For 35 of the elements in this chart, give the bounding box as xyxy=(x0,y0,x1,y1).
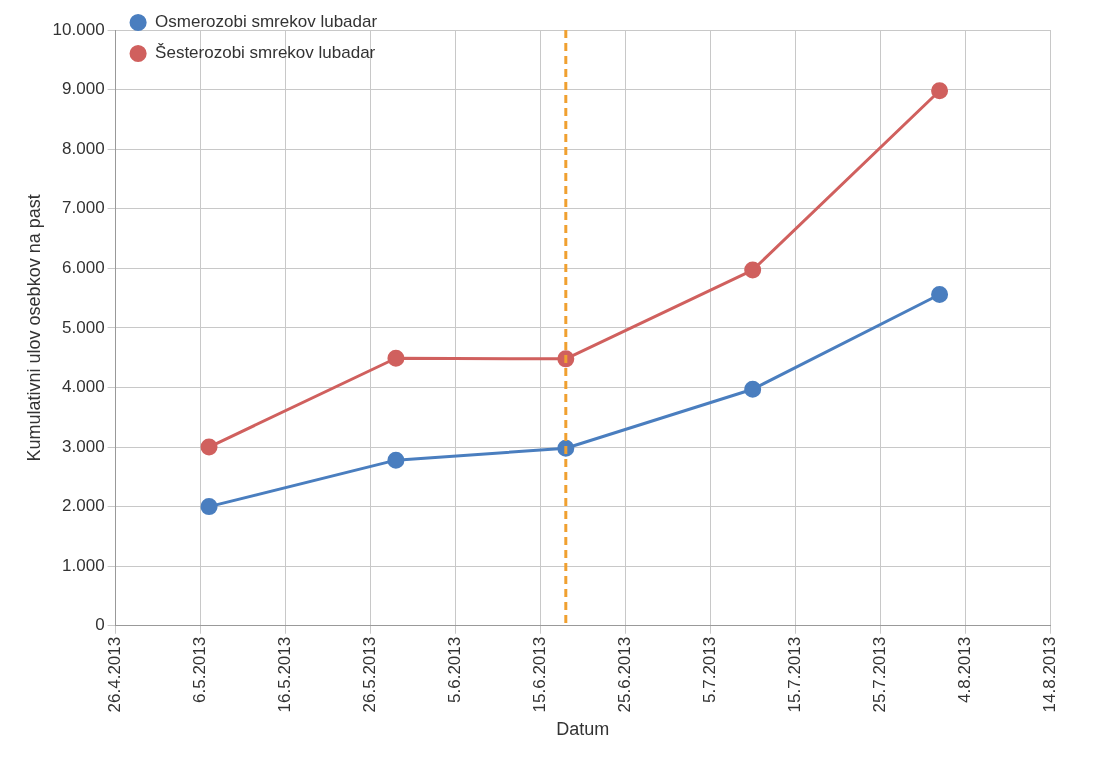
x-tick-label: 25.7.2013 xyxy=(869,636,889,713)
y-tick-label: 6.000 xyxy=(62,258,105,277)
x-axis-title: Datum xyxy=(556,719,610,740)
x-tick-label: 15.6.2013 xyxy=(530,636,550,713)
legend-label: Šesterozobi smrekov lubadar xyxy=(155,43,376,63)
y-tick-label: 1.000 xyxy=(62,555,105,575)
x-tick-label: 4.8.2013 xyxy=(954,636,974,703)
y-tick-label: 3.000 xyxy=(62,436,105,456)
x-tick-label: 26.5.2013 xyxy=(360,636,380,713)
x-tick-label: 26.4.2013 xyxy=(105,636,125,713)
point xyxy=(931,82,949,100)
y-tick-label: 8.000 xyxy=(62,138,105,158)
y-tick-label: 2.000 xyxy=(62,496,105,516)
point xyxy=(200,498,218,516)
point xyxy=(387,349,405,367)
x-tick-label: 16.5.2013 xyxy=(275,636,295,713)
y-tick-label: 4.000 xyxy=(62,377,105,397)
point xyxy=(931,286,949,304)
y-tick-label: 0 xyxy=(95,615,105,635)
x-tick-label: 6.5.2013 xyxy=(190,636,210,703)
y-axis-title: Kumulativni ulov osebkov na past xyxy=(23,194,44,462)
y-tick-label: 7.000 xyxy=(62,198,105,218)
point xyxy=(744,261,762,279)
y-tick-label: 9.000 xyxy=(62,79,105,99)
y-tick-label: 5.000 xyxy=(62,317,105,337)
x-tick-label: 15.7.2013 xyxy=(784,636,804,713)
legend-label: Osmerozobi smrekov lubadar xyxy=(155,12,378,32)
point xyxy=(200,438,218,456)
x-tick-label: 25.6.2013 xyxy=(614,636,634,713)
x-tick-label: 14.8.2013 xyxy=(1039,636,1059,713)
point xyxy=(744,380,762,398)
x-tick-label: 5.7.2013 xyxy=(699,636,719,703)
point xyxy=(387,451,405,469)
y-tick-label: 10.000 xyxy=(52,19,105,39)
x-tick-label: 5.6.2013 xyxy=(445,636,465,703)
